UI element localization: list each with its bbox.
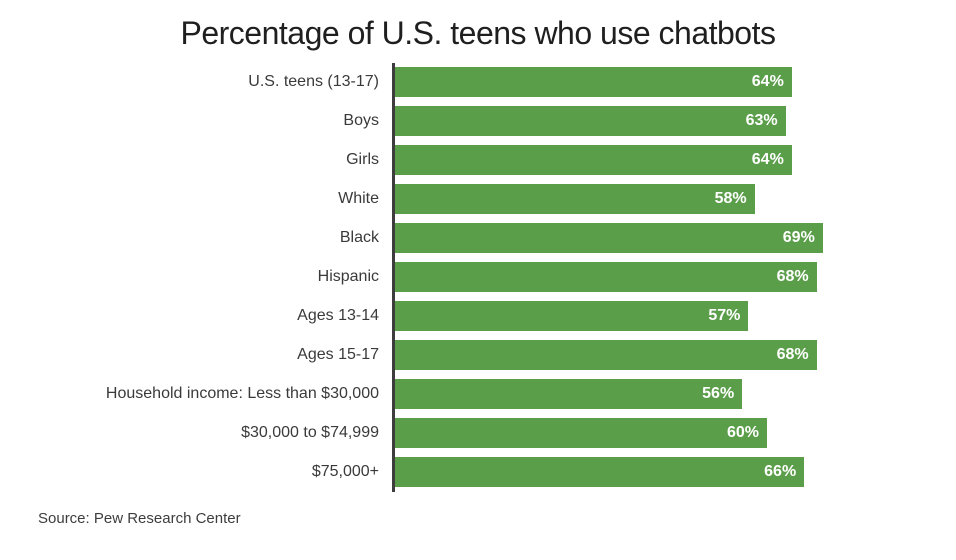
bar-area: 69% — [392, 218, 956, 258]
value-label: 64% — [751, 151, 784, 169]
bar: 63% — [395, 106, 786, 137]
bar-row: Household income: Less than $30,000 56% — [0, 374, 956, 414]
bar-row: Black 69% — [0, 218, 956, 258]
bar-area: 57% — [392, 296, 956, 336]
category-label: Black — [339, 229, 379, 247]
bar-rows: U.S. teens (13-17) 64% Boys 63% Girls 64… — [0, 62, 956, 492]
bar-area: 68% — [392, 335, 956, 375]
bar: 64% — [395, 145, 792, 176]
category-label: Hispanic — [317, 268, 379, 286]
bar: 64% — [395, 67, 792, 98]
bar-row: $75,000+ 66% — [0, 452, 956, 492]
bar: 68% — [395, 262, 817, 293]
source-note: Source: Pew Research Center — [38, 509, 241, 527]
bar-row: U.S. teens (13-17) 64% — [0, 62, 956, 102]
value-label: 64% — [751, 73, 784, 91]
category-label: $75,000+ — [311, 463, 379, 481]
bar-row: Girls 64% — [0, 140, 956, 180]
bar-row: White 58% — [0, 179, 956, 219]
bar: 66% — [395, 457, 805, 488]
bar-row: Hispanic 68% — [0, 257, 956, 297]
bar: 56% — [395, 379, 743, 410]
value-label: 60% — [726, 424, 759, 442]
category-label: Boys — [343, 112, 379, 130]
bar: 60% — [395, 418, 767, 449]
bar: 58% — [395, 184, 755, 215]
bar-chart: U.S. teens (13-17) 64% Boys 63% Girls 64… — [0, 62, 956, 492]
value-label: 58% — [714, 190, 747, 208]
bar-area: 60% — [392, 413, 956, 453]
value-label: 68% — [776, 346, 809, 364]
category-label: U.S. teens (13-17) — [248, 73, 379, 91]
bar-row: Boys 63% — [0, 101, 956, 141]
bar-area: 64% — [392, 140, 956, 180]
bar-area: 63% — [392, 101, 956, 141]
bar-row: Ages 15-17 68% — [0, 335, 956, 375]
category-label: Household income: Less than $30,000 — [105, 385, 379, 403]
bar: 69% — [395, 223, 823, 254]
bar-area: 58% — [392, 179, 956, 219]
value-label: 69% — [782, 229, 815, 247]
category-label: Ages 15-17 — [297, 346, 379, 364]
value-label: 68% — [776, 268, 809, 286]
bar: 68% — [395, 340, 817, 371]
value-label: 57% — [708, 307, 741, 325]
category-label: $30,000 to $74,999 — [241, 424, 379, 442]
bar-area: 66% — [392, 452, 956, 492]
value-label: 66% — [764, 463, 797, 481]
value-label: 63% — [745, 112, 778, 130]
bar-area: 68% — [392, 257, 956, 297]
bar-area: 56% — [392, 374, 956, 414]
bar-area: 64% — [392, 62, 956, 102]
category-label: Ages 13-14 — [297, 307, 379, 325]
bar-row: Ages 13-14 57% — [0, 296, 956, 336]
chart-title: Percentage of U.S. teens who use chatbot… — [180, 15, 776, 51]
category-label: White — [338, 190, 379, 208]
bar-row: $30,000 to $74,999 60% — [0, 413, 956, 453]
category-label: Girls — [346, 151, 379, 169]
value-label: 56% — [702, 385, 735, 403]
bar: 57% — [395, 301, 749, 332]
